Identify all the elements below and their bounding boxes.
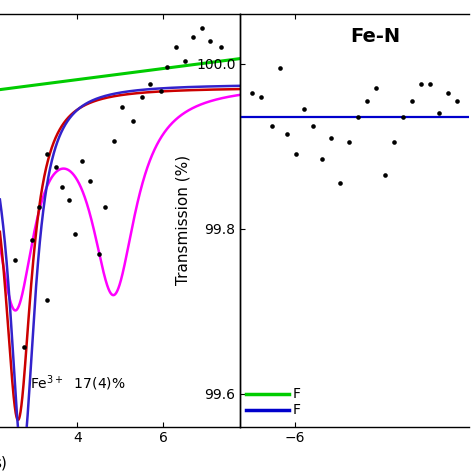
Point: [454, 97, 461, 105]
Point: [248, 89, 256, 96]
Point: [58, 183, 66, 191]
Point: [164, 64, 171, 71]
Point: [435, 109, 443, 117]
Point: [372, 85, 380, 92]
Point: [101, 203, 109, 211]
Point: [309, 122, 317, 129]
Point: [327, 134, 335, 142]
Point: [417, 81, 425, 88]
Text: Fe-N: Fe-N: [350, 27, 401, 46]
Point: [408, 97, 416, 105]
Point: [95, 250, 102, 257]
Point: [345, 138, 353, 146]
Point: [110, 137, 118, 145]
Text: F: F: [293, 387, 301, 401]
Point: [426, 81, 434, 88]
X-axis label: s): s): [0, 456, 7, 471]
Point: [11, 256, 19, 264]
Point: [363, 97, 371, 105]
Point: [217, 44, 225, 51]
Point: [44, 296, 51, 304]
Point: [318, 155, 326, 162]
Point: [44, 150, 51, 158]
Point: [189, 34, 197, 41]
Point: [207, 37, 214, 45]
Text: F: F: [293, 403, 301, 417]
Point: [268, 122, 276, 129]
Point: [35, 203, 42, 211]
Point: [78, 157, 85, 164]
Point: [138, 93, 146, 101]
Point: [157, 87, 165, 94]
Point: [146, 80, 154, 88]
Point: [198, 24, 206, 31]
Point: [28, 237, 36, 244]
Point: [181, 57, 188, 64]
Point: [292, 151, 300, 158]
Point: [381, 171, 389, 179]
Point: [86, 177, 94, 184]
Point: [20, 343, 27, 351]
Point: [399, 114, 407, 121]
Point: [354, 114, 362, 121]
Point: [172, 44, 180, 51]
Point: [129, 117, 137, 125]
Point: [65, 197, 73, 204]
Point: [118, 103, 126, 111]
Point: [71, 230, 79, 237]
Point: [283, 130, 291, 137]
Point: [276, 64, 283, 72]
Point: [390, 138, 398, 146]
Text: Fe$^{3+}$  17(4)%: Fe$^{3+}$ 17(4)%: [30, 374, 126, 393]
Point: [52, 164, 60, 171]
Point: [258, 93, 265, 100]
Point: [336, 180, 344, 187]
Point: [300, 105, 308, 113]
Point: [445, 89, 452, 96]
Y-axis label: Transmission (%): Transmission (%): [175, 155, 191, 285]
